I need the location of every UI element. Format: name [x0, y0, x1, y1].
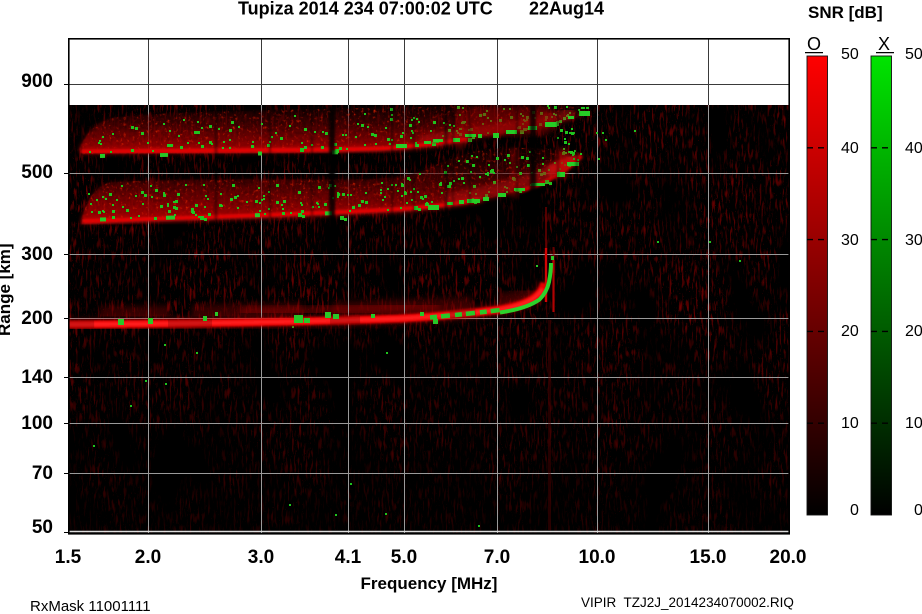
svg-text:300: 300 [21, 244, 53, 265]
svg-text:22Aug14: 22Aug14 [529, 0, 604, 19]
svg-text:30: 30 [841, 232, 859, 249]
svg-text:15.0: 15.0 [690, 547, 727, 568]
svg-text:10: 10 [841, 415, 859, 432]
svg-text:40: 40 [841, 140, 859, 157]
svg-text:5.0: 5.0 [391, 547, 417, 568]
svg-text:3.0: 3.0 [248, 547, 274, 568]
svg-text:500: 500 [21, 162, 53, 183]
svg-text:10.0: 10.0 [579, 547, 616, 568]
svg-text:VIPIR TZJ2J_2014234070002.RIQ: VIPIR TZJ2J_2014234070002.RIQ [581, 595, 794, 610]
svg-text:70: 70 [32, 463, 53, 484]
svg-text:O: O [807, 34, 821, 54]
svg-text:50: 50 [841, 46, 859, 63]
svg-text:4.1: 4.1 [335, 547, 362, 568]
svg-text:200: 200 [21, 308, 53, 329]
svg-text:20: 20 [841, 323, 859, 340]
svg-text:100: 100 [21, 413, 53, 434]
svg-text:1.5: 1.5 [55, 547, 82, 568]
svg-text:Frequency [MHz]: Frequency [MHz] [361, 574, 498, 593]
svg-text:20.0: 20.0 [770, 547, 807, 568]
svg-text:0: 0 [850, 502, 859, 519]
svg-text:7.0: 7.0 [484, 547, 510, 568]
svg-text:RxMask 11001111: RxMask 11001111 [30, 598, 151, 614]
svg-text:50: 50 [32, 517, 53, 538]
svg-text:X: X [878, 34, 890, 54]
svg-text:50: 50 [905, 46, 922, 63]
svg-text:40: 40 [905, 140, 922, 157]
svg-text:30: 30 [905, 232, 922, 249]
svg-text:20: 20 [905, 323, 922, 340]
svg-text:900: 900 [21, 71, 53, 92]
svg-text:SNR [dB]: SNR [dB] [808, 3, 883, 22]
svg-text:Tupiza 2014 234 07:00:02 UTC: Tupiza 2014 234 07:00:02 UTC [238, 0, 493, 19]
svg-text:0: 0 [914, 502, 922, 519]
svg-text:2.0: 2.0 [135, 547, 161, 568]
svg-text:140: 140 [21, 367, 53, 388]
svg-text:10: 10 [905, 415, 922, 432]
svg-text:Range [km]: Range [km] [0, 243, 14, 336]
